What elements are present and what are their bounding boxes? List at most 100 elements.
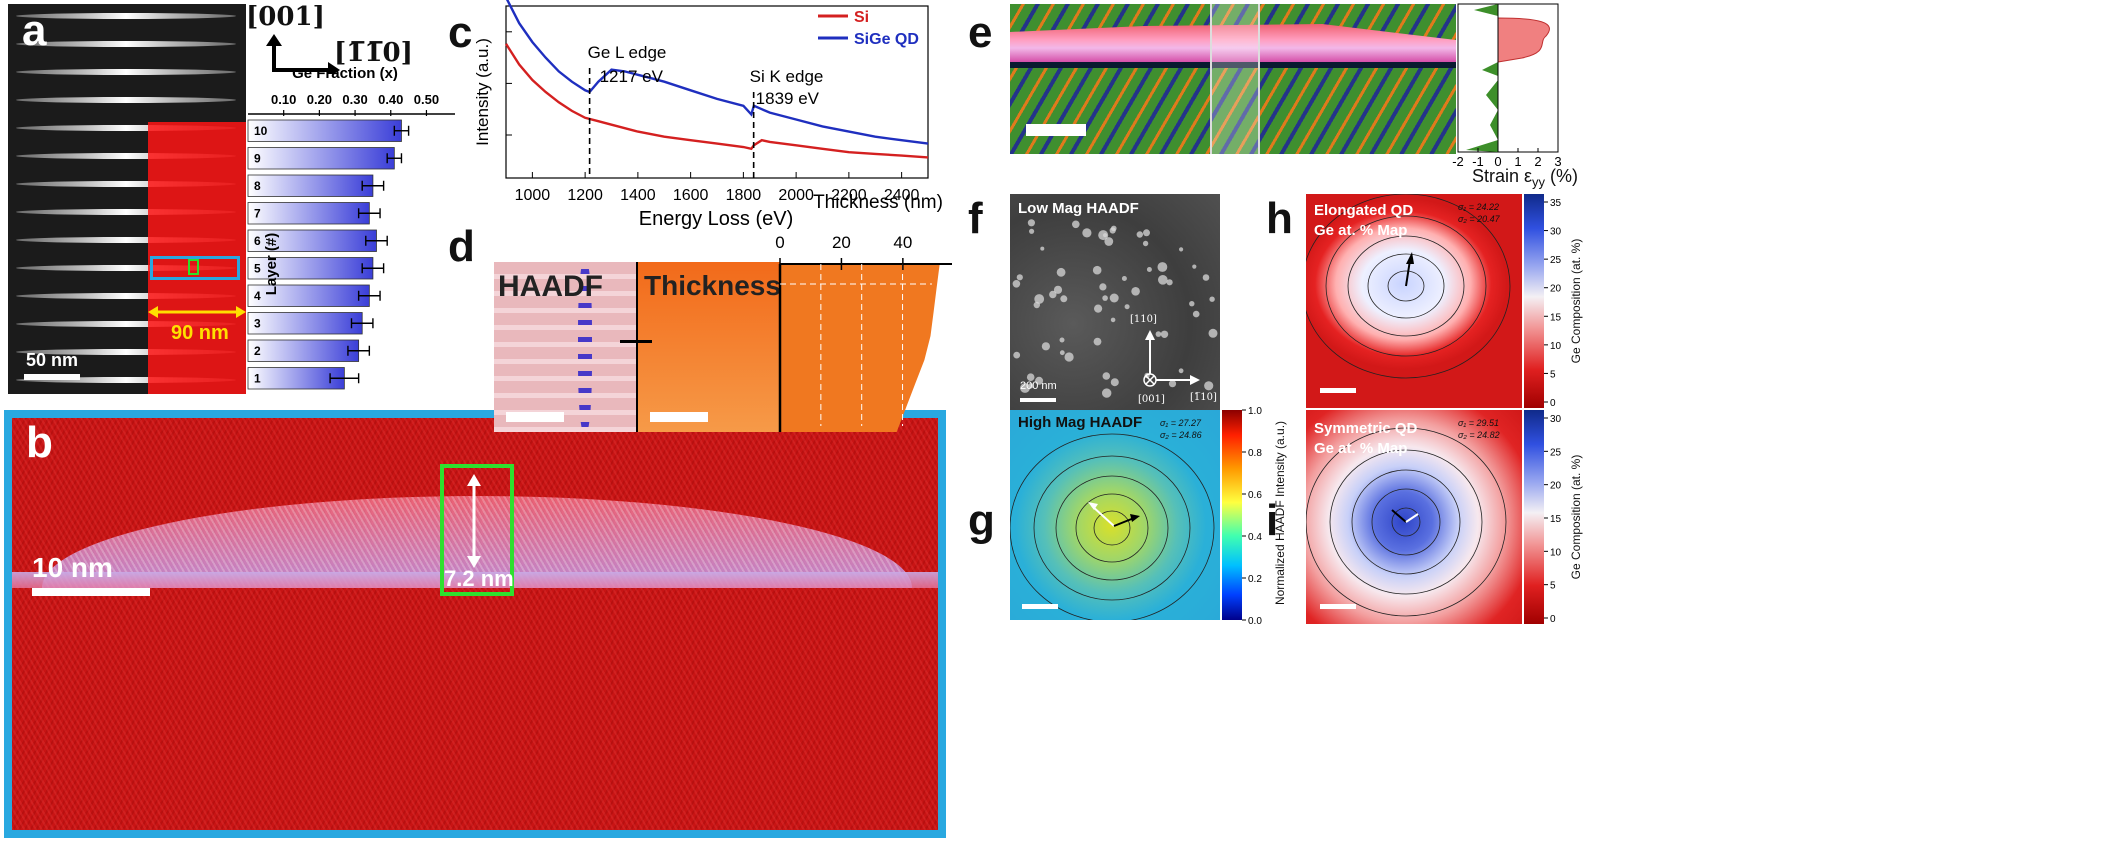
panel-d-label: d	[448, 222, 475, 271]
panel-f-dir-out: [001]	[1138, 394, 1165, 405]
panel-f-qd-dot	[1059, 350, 1065, 356]
panel-f-qd-dot	[1035, 376, 1044, 385]
panel-f-qd-dot	[1027, 219, 1035, 227]
panel-f-qd-dot	[1179, 247, 1184, 252]
panel-f-qd-dot	[1034, 294, 1045, 304]
panel-f-qd-dot	[1029, 228, 1035, 234]
panel-a-category-label: 8	[254, 179, 261, 193]
colorbar-tick-label: 1.0	[1248, 406, 1262, 417]
colorbar-tick-label: 0.4	[1248, 532, 1262, 543]
panel-h-title-2: Ge at. % Map	[1314, 222, 1408, 239]
panel-b-image: 7.2 nm 10 nm b	[4, 410, 946, 838]
panel-f-qd-dot	[1102, 388, 1112, 398]
panel-d-xlabel: Thickness (nm)	[813, 192, 943, 213]
colorbar-tick-label: 0	[1550, 398, 1556, 409]
panel-a-category-label: 9	[254, 152, 261, 166]
panel-h-sigma2: σ₂ = 20.47	[1458, 214, 1500, 224]
panel-e-strain-label: Strain εyy (%)	[1472, 166, 1578, 190]
panel-f-qd-dot	[1064, 352, 1074, 362]
panel-g-title: High Mag HAADF	[1018, 414, 1143, 431]
panel-a-image: 90 nm 50 nm a	[8, 4, 246, 394]
panel-f-qd-dot	[1041, 342, 1050, 351]
panel-c-frame	[505, 5, 929, 179]
panel-a-bar	[247, 119, 402, 142]
panel-d-thickness-label: Thickness	[644, 270, 781, 301]
panel-d-xtick-label: 40	[893, 233, 912, 252]
panel-a-category-label: 6	[254, 234, 261, 248]
panel-f-qd-dot	[1012, 280, 1021, 288]
colorbar-tick-label: 5	[1550, 369, 1556, 380]
panel-c-xtick-label: 1200	[567, 187, 603, 204]
colorbar-tick-label: 10	[1550, 547, 1562, 558]
panel-f-dir-right: [1̅10]	[1190, 392, 1217, 403]
panel-i-scalebar	[1320, 604, 1356, 609]
panel-g-image: High Mag HAADF σ₁ = 27.27 σ₂ = 24.86	[1010, 410, 1220, 620]
panel-i-colorbar	[1524, 410, 1544, 624]
panel-f-qd-dot	[1109, 293, 1119, 303]
panel-i-colorbar-label: Ge Composition (at. %)	[1569, 454, 1583, 580]
panel-b-scale-label: 10 nm	[32, 552, 113, 583]
panel-f-qd-dot	[1098, 230, 1109, 241]
panel-f-qd-dot	[1056, 267, 1066, 277]
panel-b-green-box	[440, 464, 514, 596]
panel-e-xtick-label: -1	[1472, 154, 1484, 169]
panel-a-scale-label: 50 nm	[26, 350, 79, 370]
panel-a-category-label: 5	[254, 262, 261, 276]
panel-f-axis-arrows	[1143, 330, 1200, 387]
panel-e-dark-line	[1010, 62, 1456, 68]
panel-c-xtick-label: 2200	[831, 187, 867, 204]
panel-a-xtick-label: 0.20	[307, 92, 332, 107]
panel-f-qd-dot	[1092, 265, 1102, 275]
panel-f-qd-dot	[1124, 304, 1130, 310]
panel-a-xtick-label: 0.30	[342, 92, 367, 107]
colorbar-tick-label: 30	[1550, 414, 1562, 425]
panel-f-qd-dot	[1178, 368, 1184, 374]
panel-f-qd-dot	[1060, 295, 1068, 303]
panel-f-qd-dot	[1059, 337, 1065, 343]
panel-f-qd-dot	[1016, 274, 1023, 281]
panel-h-colorbar-ticks: 35 30 25 20 15 10 5 0	[1544, 198, 1562, 409]
colorbar-tick-label: 20	[1550, 481, 1562, 492]
panel-c-label: c	[448, 8, 473, 57]
panel-f-qd-dot	[1082, 228, 1092, 238]
panel-h-contours	[1306, 194, 1511, 379]
panel-f-title: Low Mag HAADF	[1018, 200, 1139, 217]
colorbar-tick-label: 25	[1550, 447, 1562, 458]
panel-b-height-label: 7.2 nm	[444, 566, 514, 591]
panel-f-label: f	[968, 194, 983, 243]
panel-f-qd-dot	[1160, 330, 1169, 338]
panel-a-category-label: 1	[254, 372, 261, 386]
panel-g-contours	[1010, 433, 1215, 620]
panel-e-xtick-label: 2	[1534, 154, 1541, 169]
panel-f-qd-dot	[1110, 317, 1116, 323]
panel-b-label: b	[26, 418, 53, 467]
panel-f-qd-dot	[1094, 304, 1103, 313]
panel-h-colorbar	[1524, 194, 1544, 408]
panel-f-qd-dot	[1028, 383, 1034, 389]
panel-a-category-label: 3	[254, 317, 261, 331]
panel-f-qd-dot	[1104, 237, 1114, 246]
panel-i-title-1: Symmetric QD	[1314, 420, 1418, 437]
panel-d-xtick-label: 0	[775, 233, 784, 252]
panel-a-label: a	[22, 6, 47, 55]
panel-f-qd-dot	[1155, 331, 1162, 337]
colorbar-tick-label: 30	[1550, 227, 1562, 238]
panel-c-annotation-2: 1839 eV	[756, 89, 820, 108]
panel-g-scalebar	[1022, 604, 1058, 609]
panel-f-qd-dot	[1146, 267, 1152, 272]
colorbar-tick-label: 15	[1550, 312, 1562, 323]
panel-f-qd-dot	[1157, 262, 1168, 272]
panel-i-sigma1: σ₁ = 29.51	[1458, 418, 1500, 428]
panel-f-qd-dot	[1189, 301, 1195, 307]
panel-f-qd-dot	[1053, 285, 1063, 294]
panel-i-label: i	[1266, 496, 1279, 545]
panel-e-strain-map	[1010, 4, 1456, 154]
panel-a-width-arrow	[148, 306, 246, 318]
panel-b-scalebar	[32, 588, 150, 596]
panel-f-qd-dot	[1109, 227, 1116, 234]
panel-c-legend-label: SiGe QD	[854, 31, 919, 48]
panel-f-scalebar	[1020, 398, 1056, 402]
panel-d-thickness-scalebar	[650, 412, 708, 422]
colorbar-tick-label: 0.8	[1248, 448, 1262, 459]
panel-f-qd-dot	[1208, 328, 1218, 338]
